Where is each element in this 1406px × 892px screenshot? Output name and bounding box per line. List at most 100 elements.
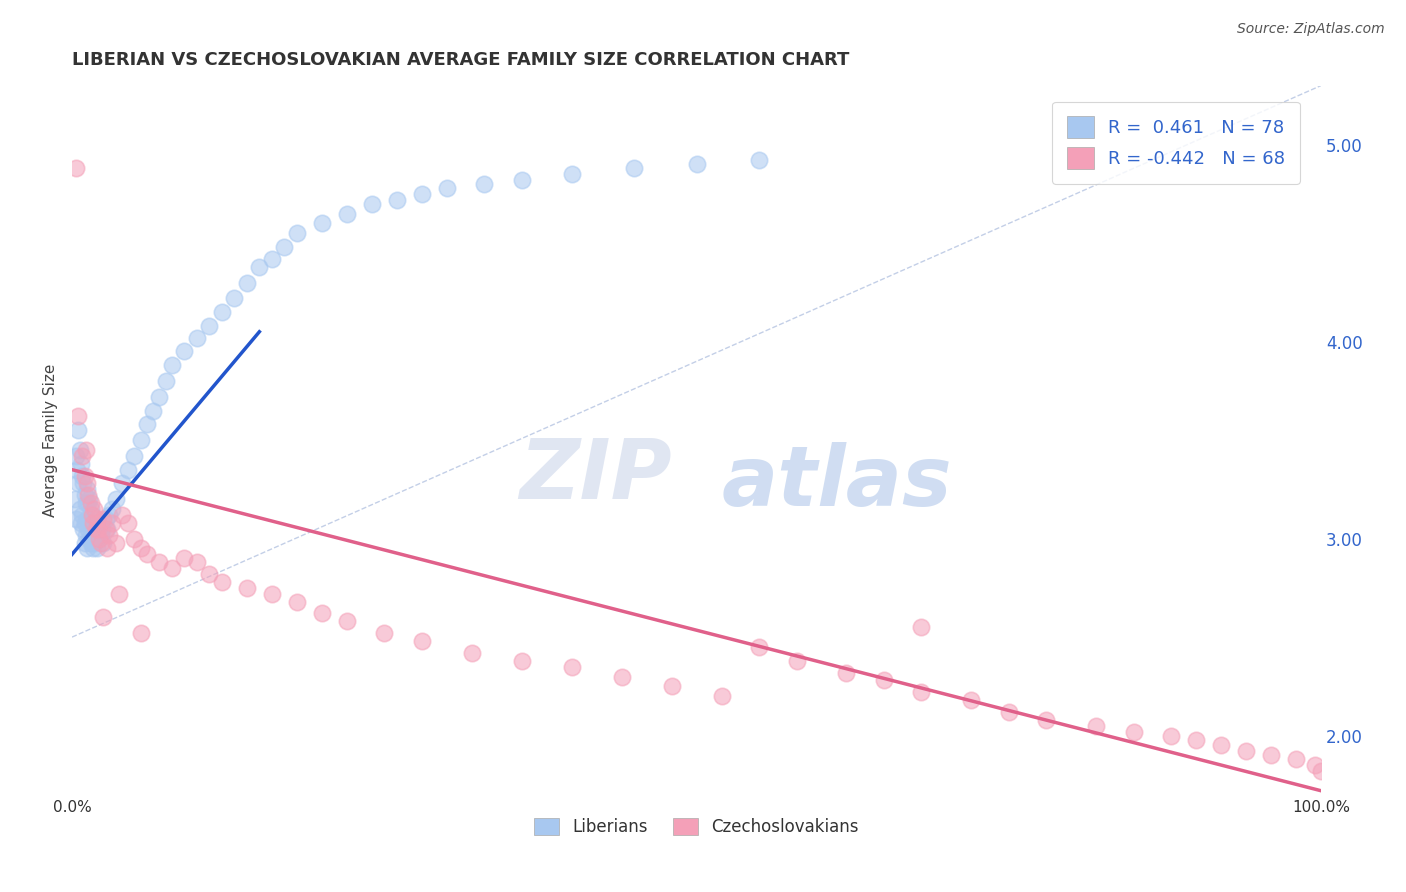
Point xyxy=(80,508,103,522)
Point xyxy=(108,587,131,601)
Point xyxy=(73,488,96,502)
Point xyxy=(685,157,707,171)
Point xyxy=(1085,719,1108,733)
Point xyxy=(67,476,90,491)
Point xyxy=(75,442,97,457)
Point xyxy=(83,535,105,549)
Point xyxy=(80,502,103,516)
Point xyxy=(160,358,183,372)
Point xyxy=(101,502,124,516)
Point xyxy=(385,193,408,207)
Point xyxy=(77,522,100,536)
Point xyxy=(311,216,333,230)
Point xyxy=(65,161,87,176)
Legend: Liberians, Czechoslovakians: Liberians, Czechoslovakians xyxy=(527,812,866,843)
Point xyxy=(117,463,139,477)
Point xyxy=(67,409,90,424)
Point xyxy=(461,646,484,660)
Point xyxy=(104,535,127,549)
Point xyxy=(411,186,433,201)
Point xyxy=(70,508,93,522)
Point xyxy=(73,535,96,549)
Point xyxy=(91,610,114,624)
Point xyxy=(69,442,91,457)
Point xyxy=(89,532,111,546)
Point xyxy=(69,502,91,516)
Point xyxy=(96,522,118,536)
Point xyxy=(117,516,139,530)
Point xyxy=(76,512,98,526)
Point xyxy=(224,291,246,305)
Point xyxy=(661,679,683,693)
Point xyxy=(148,390,170,404)
Point xyxy=(94,512,117,526)
Point xyxy=(129,433,152,447)
Point xyxy=(373,626,395,640)
Point xyxy=(77,488,100,502)
Point xyxy=(70,468,93,483)
Point xyxy=(1303,758,1326,772)
Point xyxy=(273,240,295,254)
Text: ZIP: ZIP xyxy=(519,435,672,516)
Point xyxy=(82,516,104,530)
Point xyxy=(411,634,433,648)
Point xyxy=(89,532,111,546)
Point xyxy=(1035,713,1057,727)
Point xyxy=(910,685,932,699)
Point xyxy=(360,196,382,211)
Point xyxy=(73,516,96,530)
Point xyxy=(960,693,983,707)
Point xyxy=(148,555,170,569)
Point xyxy=(211,305,233,319)
Point xyxy=(80,535,103,549)
Point xyxy=(510,654,533,668)
Point xyxy=(73,468,96,483)
Point xyxy=(1310,764,1333,778)
Point xyxy=(83,502,105,516)
Point xyxy=(236,581,259,595)
Point xyxy=(710,690,733,704)
Point xyxy=(173,551,195,566)
Point xyxy=(111,508,134,522)
Point xyxy=(87,522,110,536)
Point xyxy=(72,522,94,536)
Point xyxy=(561,167,583,181)
Point xyxy=(111,476,134,491)
Point xyxy=(623,161,645,176)
Point xyxy=(98,508,121,522)
Point xyxy=(285,227,308,241)
Point xyxy=(129,541,152,556)
Text: LIBERIAN VS CZECHOSLOVAKIAN AVERAGE FAMILY SIZE CORRELATION CHART: LIBERIAN VS CZECHOSLOVAKIAN AVERAGE FAMI… xyxy=(72,51,849,69)
Point xyxy=(101,516,124,530)
Point xyxy=(91,522,114,536)
Point xyxy=(748,640,770,654)
Point xyxy=(136,417,159,432)
Point xyxy=(87,516,110,530)
Point xyxy=(86,541,108,556)
Point xyxy=(67,423,90,437)
Point xyxy=(82,541,104,556)
Point xyxy=(186,555,208,569)
Point xyxy=(835,665,858,680)
Point xyxy=(561,659,583,673)
Point xyxy=(142,403,165,417)
Point xyxy=(1122,724,1144,739)
Point xyxy=(472,177,495,191)
Point xyxy=(1285,752,1308,766)
Point xyxy=(86,522,108,536)
Point xyxy=(1260,748,1282,763)
Point xyxy=(173,344,195,359)
Point xyxy=(748,153,770,168)
Point xyxy=(84,522,107,536)
Point xyxy=(436,181,458,195)
Point xyxy=(72,476,94,491)
Point xyxy=(910,620,932,634)
Point xyxy=(86,512,108,526)
Point xyxy=(873,673,896,688)
Point xyxy=(104,492,127,507)
Point xyxy=(247,260,270,274)
Point xyxy=(155,374,177,388)
Point xyxy=(1234,744,1257,758)
Point xyxy=(98,527,121,541)
Point xyxy=(998,705,1021,719)
